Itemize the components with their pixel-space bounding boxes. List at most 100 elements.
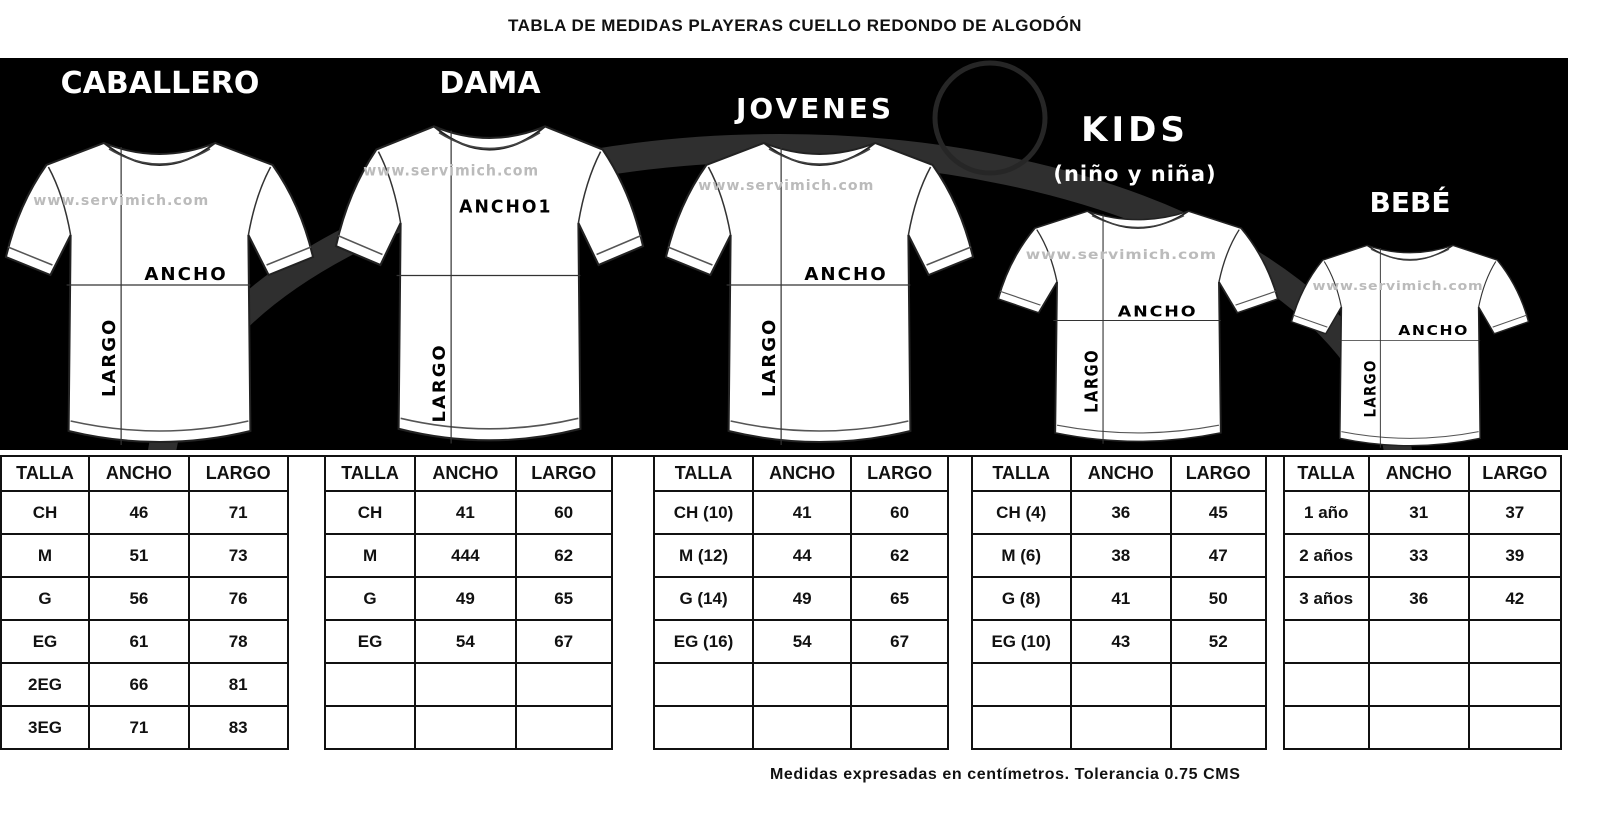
largo-label: LARGO — [99, 318, 120, 397]
bebe-cell — [1282, 705, 1370, 750]
table-spacer — [286, 577, 327, 620]
shirt-diagram-banner: ANCHO LARGO www.servimich.com ANCHO1 LAR… — [0, 58, 1568, 450]
largo-label: LARGO — [759, 318, 780, 397]
jovenes-cell: M (12) — [652, 533, 755, 578]
jovenes-cell: 62 — [850, 533, 950, 578]
caballero-header-largo: LARGO — [187, 455, 289, 492]
page-title: TABLA DE MEDIDAS PLAYERAS CUELLO REDONDO… — [508, 16, 1082, 35]
table-spacer — [610, 706, 655, 749]
kids-cell — [1069, 705, 1172, 750]
table-spacer — [286, 620, 327, 663]
dama-cell: 67 — [514, 619, 613, 664]
caballero-cell: G — [0, 576, 91, 621]
bebe-cell: 42 — [1467, 576, 1563, 621]
caballero-cell: 51 — [88, 533, 190, 578]
table-row: CH 46 71 CH 41 60 CH (10) 41 60 CH (4) 36 45 1 año 31… — [0, 490, 1563, 535]
table-spacer — [610, 491, 655, 534]
shirt-bebe: ANCHO LARGO www.servimich.com — [1290, 244, 1530, 449]
caballero-cell: 2EG — [0, 662, 91, 707]
caballero-cell: 78 — [187, 619, 289, 664]
jovenes-cell: 41 — [752, 490, 853, 535]
bebe-cell — [1367, 619, 1470, 664]
jovenes-cell: 44 — [752, 533, 853, 578]
category-title-bebe: BEBÉ — [1369, 186, 1451, 219]
bebe-cell: 33 — [1367, 533, 1470, 578]
watermark-text: www.servimich.com — [33, 193, 209, 209]
jovenes-cell: 49 — [752, 576, 853, 621]
shirt-kids: ANCHO LARGO www.servimich.com — [997, 210, 1279, 445]
kids-cell: 50 — [1169, 576, 1267, 621]
bebe-header-largo: LARGO — [1467, 455, 1563, 492]
kids-cell: 52 — [1169, 619, 1267, 664]
caballero-cell: EG — [0, 619, 91, 664]
kids-cell: 38 — [1069, 533, 1172, 578]
table-spacer — [1264, 663, 1285, 706]
table-spacer — [947, 455, 973, 491]
table-spacer — [947, 663, 973, 706]
kids-cell: EG (10) — [970, 619, 1072, 664]
caballero-cell: 3EG — [0, 705, 91, 750]
table-spacer — [286, 663, 327, 706]
jovenes-cell — [652, 705, 755, 750]
kids-cell: 45 — [1169, 490, 1267, 535]
table-spacer — [947, 620, 973, 663]
kids-cell: 47 — [1169, 533, 1267, 578]
dama-cell — [514, 662, 613, 707]
kids-cell — [1169, 705, 1267, 750]
kids-cell — [970, 705, 1072, 750]
table-spacer — [1264, 534, 1285, 577]
caballero-cell: 71 — [187, 490, 289, 535]
bebe-cell: 37 — [1467, 490, 1563, 535]
kids-header-largo: LARGO — [1169, 455, 1267, 492]
caballero-cell: CH — [0, 490, 91, 535]
dama-cell: EG — [324, 619, 416, 664]
bebe-cell — [1282, 662, 1370, 707]
watermark-text: www.servimich.com — [1026, 248, 1217, 263]
dama-cell: 62 — [514, 533, 613, 578]
table-row: M 51 73 M 444 62 M (12) 44 62 M (6) 38 47 2 años 33 39 — [0, 533, 1563, 578]
caballero-header-ancho: ANCHO — [88, 455, 190, 492]
bebe-cell — [1282, 619, 1370, 664]
table-spacer — [947, 706, 973, 749]
dama-cell — [514, 705, 613, 750]
largo-label: LARGO — [1081, 349, 1102, 413]
dama-header-ancho: ANCHO — [413, 455, 517, 492]
dama-cell: M — [324, 533, 416, 578]
kids-header-talla: TALLA — [970, 455, 1072, 492]
kids-cell: M (6) — [970, 533, 1072, 578]
largo-label: LARGO — [430, 343, 450, 422]
dama-cell: 54 — [413, 619, 517, 664]
jovenes-cell — [752, 662, 853, 707]
ancho-label: ANCHO — [1118, 303, 1198, 320]
category-title-kids: KIDS — [1081, 110, 1189, 150]
bebe-cell — [1467, 619, 1563, 664]
jovenes-cell — [850, 662, 950, 707]
kids-cell: 41 — [1069, 576, 1172, 621]
jovenes-cell: 54 — [752, 619, 853, 664]
table-row: G 56 76 G 49 65 G (14) 49 65 G (8) 41 50 3 años 36 42 — [0, 576, 1563, 621]
dama-header-largo: LARGO — [514, 455, 613, 492]
table-spacer — [610, 663, 655, 706]
kids-cell: G (8) — [970, 576, 1072, 621]
table-spacer — [610, 577, 655, 620]
dama-cell: 41 — [413, 490, 517, 535]
kids-cell — [970, 662, 1072, 707]
dama-cell: 60 — [514, 490, 613, 535]
table-spacer — [1264, 491, 1285, 534]
caballero-cell: 76 — [187, 576, 289, 621]
bebe-cell: 2 años — [1282, 533, 1370, 578]
table-row: 3EG 71 83 — [0, 705, 1563, 750]
table-spacer — [610, 534, 655, 577]
jovenes-cell: 67 — [850, 619, 950, 664]
category-title-jovenes: JOVENES — [736, 92, 894, 125]
caballero-cell: 81 — [187, 662, 289, 707]
caballero-cell: 61 — [88, 619, 190, 664]
table-spacer — [1264, 577, 1285, 620]
jovenes-header-ancho: ANCHO — [752, 455, 853, 492]
bebe-cell — [1367, 662, 1470, 707]
bebe-cell: 39 — [1467, 533, 1563, 578]
bebe-cell: 3 años — [1282, 576, 1370, 621]
dama-cell — [413, 705, 517, 750]
dama-cell: 49 — [413, 576, 517, 621]
ancho-label: ANCHO — [1398, 324, 1469, 339]
